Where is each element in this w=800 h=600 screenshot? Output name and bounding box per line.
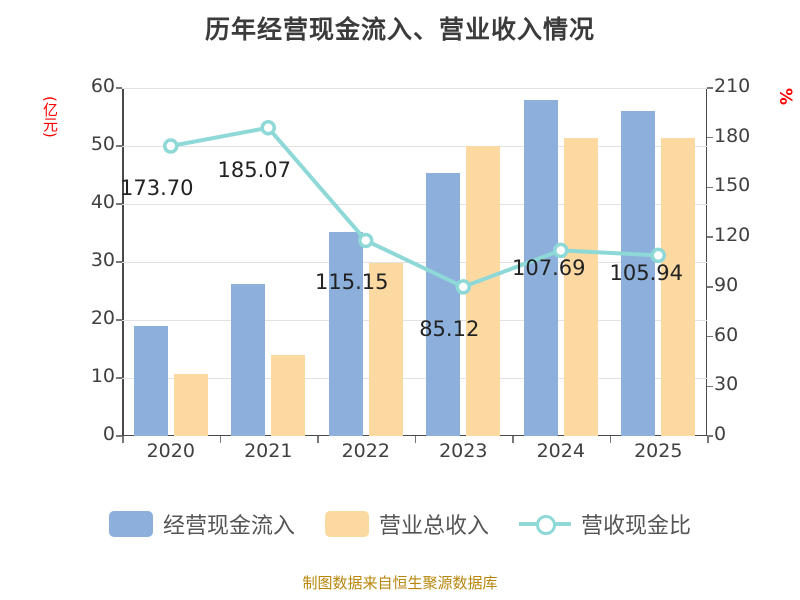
left-tick-label: 30 (90, 249, 115, 271)
right-tick (707, 385, 713, 388)
ratio-point-label: 115.15 (315, 270, 389, 295)
right-tick-label: 210 (714, 75, 751, 97)
right-tick (707, 236, 713, 238)
bottom-axis-line (122, 434, 707, 436)
bar-operating-cash-inflow[interactable] (621, 111, 656, 436)
right-tick (707, 136, 713, 139)
legend: 经营现金流入 营业总收入 营收现金比 (0, 508, 800, 540)
x-tick (512, 436, 514, 443)
ratio-point-label: 107.69 (512, 256, 586, 281)
ratio-data-point[interactable] (553, 242, 569, 259)
right-axis-unit: % (775, 88, 795, 106)
right-tick (707, 335, 713, 338)
bar-operating-cash-inflow[interactable] (231, 284, 266, 436)
bar-operating-cash-inflow[interactable] (328, 231, 363, 436)
x-axis-label: 2022 (341, 440, 390, 462)
ratio-point-label: 105.94 (609, 261, 683, 286)
x-axis-label: 2020 (146, 440, 195, 462)
left-tick-label: 40 (90, 191, 115, 213)
right-tick-label: 30 (714, 373, 739, 396)
ratio-data-point[interactable] (358, 232, 374, 249)
legend-line-marker (536, 515, 556, 535)
legend-item[interactable]: 营业总收入 (324, 508, 489, 540)
bar-total-revenue[interactable] (466, 146, 501, 436)
bar-operating-cash-inflow[interactable] (133, 326, 168, 436)
right-tick (707, 286, 713, 288)
left-tick (116, 145, 122, 147)
left-tick-label: 0 (102, 423, 115, 445)
right-tick-label: 120 (714, 224, 751, 247)
x-tick (317, 436, 319, 443)
ratio-data-point[interactable] (163, 138, 179, 154)
right-tick-label: 0 (714, 423, 727, 445)
bar-total-revenue[interactable] (271, 354, 306, 436)
left-axis-unit: (亿元) (41, 96, 59, 138)
legend-label: 经营现金流入 (162, 514, 295, 539)
right-tick-label: 180 (714, 124, 751, 147)
left-tick-label: 20 (90, 307, 115, 329)
right-tick-label: 150 (714, 174, 751, 197)
left-tick-label: 50 (90, 133, 115, 155)
ratio-data-point[interactable] (455, 279, 471, 295)
legend-label: 营收现金比 (581, 514, 692, 539)
x-tick (219, 436, 221, 443)
right-tick (707, 435, 713, 437)
legend-item[interactable]: 经营现金流入 (108, 508, 295, 540)
bar-operating-cash-inflow[interactable] (523, 99, 558, 436)
x-tick (707, 436, 709, 443)
bar-total-revenue[interactable] (661, 138, 696, 436)
x-tick (414, 436, 416, 443)
ratio-point-label: 173.70 (120, 176, 194, 200)
gridline (122, 378, 707, 379)
right-tick-label: 90 (714, 273, 739, 296)
x-axis-label: 2025 (634, 440, 683, 462)
bar-operating-cash-inflow[interactable] (426, 173, 461, 436)
right-tick (707, 186, 713, 189)
bar-total-revenue[interactable] (368, 262, 403, 436)
page-title: 历年经营现金流入、营业收入情况 (204, 15, 595, 44)
plot-area: 0 10 20 30 40 50 60 0 30 60 90 120 150 180 210 173.70… (91, 75, 750, 462)
legend-swatch-icon (324, 511, 369, 537)
legend-line-icon (519, 511, 571, 537)
left-tick (116, 377, 122, 379)
gridline (122, 146, 707, 147)
left-tick (116, 319, 122, 321)
left-tick (116, 435, 122, 437)
ratio-line (170, 125, 659, 289)
left-tick-label: 10 (90, 365, 115, 387)
ratio-line-layer (163, 120, 666, 295)
left-tick (116, 87, 122, 89)
ratio-point-label: 85.12 (419, 316, 480, 341)
gridline (122, 320, 707, 321)
ratio-data-point[interactable] (260, 120, 276, 136)
legend-swatch-icon (108, 511, 153, 537)
bar-total-revenue[interactable] (563, 137, 598, 436)
right-tick-label: 60 (714, 323, 739, 346)
x-axis-label: 2024 (536, 440, 585, 462)
bar-total-revenue[interactable] (173, 373, 208, 436)
left-tick (116, 203, 122, 205)
legend-label: 营业总收入 (378, 514, 489, 539)
left-tick-label: 60 (90, 75, 115, 97)
left-tick (116, 261, 122, 263)
x-axis-label: 2023 (439, 440, 488, 462)
ratio-data-point[interactable] (650, 247, 666, 264)
right-tick (707, 87, 713, 89)
x-tick (122, 436, 124, 443)
ratio-point-label: 185.07 (217, 157, 291, 182)
x-tick (609, 436, 611, 443)
x-axis-label: 2021 (244, 440, 293, 462)
footer-note: 制图数据来自恒生聚源数据库 (302, 574, 498, 592)
legend-item[interactable]: 营收现金比 (519, 508, 691, 540)
gridline (122, 88, 707, 89)
gridline (122, 204, 707, 205)
